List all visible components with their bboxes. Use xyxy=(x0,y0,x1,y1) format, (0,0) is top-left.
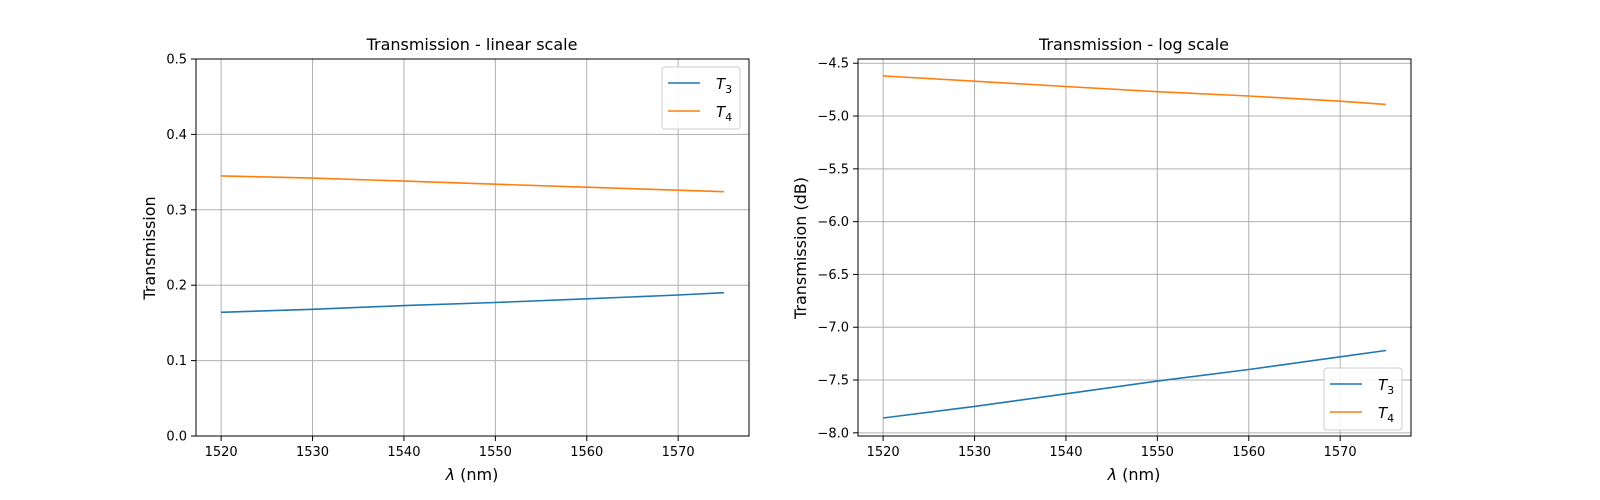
plot-frame xyxy=(857,58,1412,437)
legend-label-subscript: 4 xyxy=(1387,412,1394,425)
y-tick-label: −4.5 xyxy=(817,57,849,72)
x-axis-symbol: λ xyxy=(445,465,455,484)
legend-label-base: T xyxy=(716,75,727,93)
legend-label-base: T xyxy=(1378,404,1389,422)
y-axis-label: Transmission xyxy=(140,196,159,300)
series-line-t4 xyxy=(883,75,1386,106)
series-lines xyxy=(882,75,1387,419)
y-tick-label: 0.4 xyxy=(166,128,187,143)
series-lines xyxy=(221,175,724,314)
x-axis-unit: (nm) xyxy=(455,465,498,484)
y-tick-label: 0.1 xyxy=(166,354,187,369)
x-tick-label: 1520 xyxy=(205,445,238,460)
plot-frame xyxy=(195,58,750,437)
y-tick-label: 0.5 xyxy=(166,53,187,68)
chart-title: Transmission - linear scale xyxy=(366,35,578,54)
x-axis-label: λ (nm) xyxy=(1107,465,1161,484)
chart-title: Transmission - log scale xyxy=(1038,35,1229,54)
y-tick-label: −5.5 xyxy=(817,162,849,177)
x-tick-label: 1550 xyxy=(479,445,512,460)
x-tick-label: 1570 xyxy=(662,445,695,460)
x-tick-label: 1560 xyxy=(1232,445,1265,460)
x-tick-label: 1530 xyxy=(958,445,991,460)
chart-log-scale: Transmission - log scale 1520 1530 1540 155… xyxy=(791,35,1412,484)
legend-label: T3 xyxy=(1378,376,1394,397)
legend-label-subscript: 4 xyxy=(725,111,732,124)
x-tick-label: 1570 xyxy=(1324,445,1357,460)
x-tick-label: 1530 xyxy=(296,445,329,460)
x-tick-label: 1520 xyxy=(867,445,900,460)
x-tick-label: 1540 xyxy=(1049,445,1082,460)
legend-label: T4 xyxy=(1378,404,1394,425)
legend-label-base: T xyxy=(1378,376,1389,394)
legend-label: T4 xyxy=(716,103,732,124)
x-tick-label: 1540 xyxy=(387,445,420,460)
y-tick-label: −7.0 xyxy=(817,321,849,336)
legend-label: T3 xyxy=(716,75,732,96)
y-axis-label: Transmission (dB) xyxy=(791,177,810,320)
chart-linear-scale: Transmission - linear scale 1520 1530 1540… xyxy=(140,35,750,484)
y-axis-ticks: −8.0 −7.5 −7.0 −6.5 −6.0 −5.5 −5.0 −4.5 xyxy=(817,57,858,441)
series-line-t3 xyxy=(221,291,724,314)
x-tick-label: 1550 xyxy=(1141,445,1174,460)
x-axis-symbol: λ xyxy=(1107,465,1117,484)
legend-label-subscript: 3 xyxy=(1387,384,1394,397)
series-line-t3 xyxy=(882,349,1387,419)
legend-label-subscript: 3 xyxy=(725,83,732,96)
y-axis-ticks: 0.0 0.1 0.2 0.3 0.4 0.5 xyxy=(166,53,196,445)
y-tick-label: −6.5 xyxy=(817,268,849,283)
y-tick-label: 0.3 xyxy=(166,203,187,218)
legend-label-base: T xyxy=(716,103,727,121)
x-axis-label: λ (nm) xyxy=(445,465,499,484)
y-tick-label: −8.0 xyxy=(817,426,849,441)
y-tick-label: 0.0 xyxy=(166,430,187,445)
series-line-t4 xyxy=(221,175,724,193)
y-tick-label: −7.5 xyxy=(817,374,849,389)
grid xyxy=(858,59,1411,436)
x-axis-ticks: 1520 1530 1540 1550 1560 1570 xyxy=(867,436,1357,460)
x-axis-unit: (nm) xyxy=(1117,465,1160,484)
y-tick-label: −6.0 xyxy=(817,215,849,230)
x-axis-ticks: 1520 1530 1540 1550 1560 1570 xyxy=(205,436,695,460)
x-tick-label: 1560 xyxy=(570,445,603,460)
y-tick-label: 0.2 xyxy=(166,279,187,294)
y-tick-label: −5.0 xyxy=(817,110,849,125)
